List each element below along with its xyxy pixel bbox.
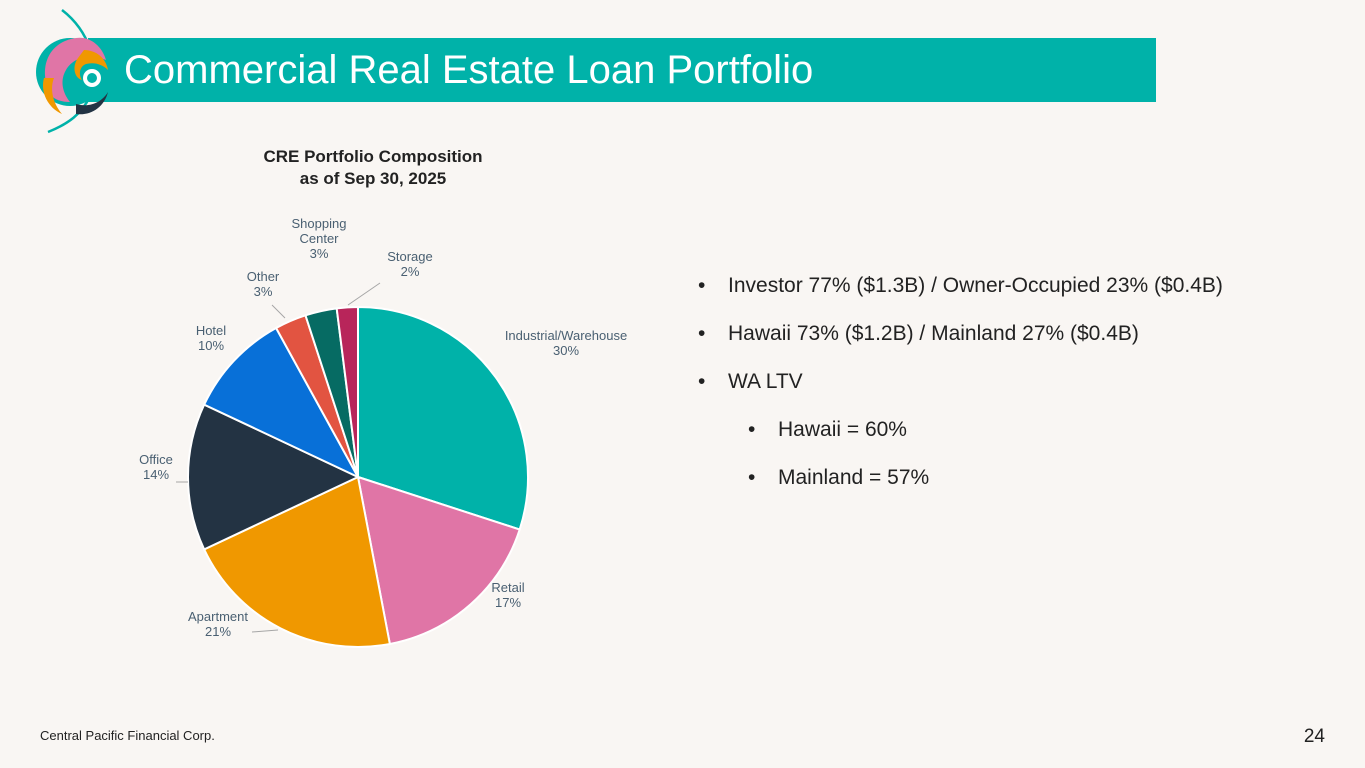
pie-data-label: Shopping Center 3% [292, 216, 347, 261]
bullet-text: Hawaii 73% ($1.2B) / Mainland 27% ($0.4B… [728, 322, 1139, 345]
bullet-item: • Hawaii 73% ($1.2B) / Mainland 27% ($0.4… [698, 320, 1139, 348]
pie-slice-apartment [202, 475, 392, 648]
pie-slice-office [187, 403, 361, 551]
central-pacific-swirl-logo-icon [36, 9, 108, 134]
bullet-dot: • [698, 274, 706, 297]
pie-data-label: Other 3% [247, 269, 280, 299]
page-title: Commercial Real Estate Loan Portfolio [124, 48, 814, 92]
pie-data-label: Industrial/Warehouse 30% [505, 328, 627, 358]
pie-data-label: Hotel 10% [196, 323, 226, 353]
pie-slice-industrial-warehouse [357, 305, 529, 531]
bullet-dot: • [698, 370, 706, 393]
pie-data-label: Office 14% [139, 452, 173, 482]
footer-company: Central Pacific Financial Corp. [40, 728, 215, 743]
pie-leader-line [347, 282, 381, 306]
pie-data-label: Apartment 21% [188, 609, 248, 639]
bullet-dot: • [748, 466, 756, 489]
bullet-dot: • [698, 322, 706, 345]
sub-bullet-item: • Hawaii = 60% [748, 416, 907, 444]
chart-title: CRE Portfolio Composition as of Sep 30, … [223, 146, 523, 190]
bullet-text: WA LTV [728, 370, 803, 393]
pie-slice-hotel [202, 326, 361, 480]
bullet-dot: • [748, 418, 756, 441]
pie-data-label: Storage 2% [387, 249, 433, 279]
page-number: 24 [1303, 726, 1325, 747]
pie-slice-retail [356, 475, 521, 646]
chart-title-line-2: as of Sep 30, 2025 [299, 169, 447, 188]
chart-title-line-1: CRE Portfolio Composition [263, 147, 483, 166]
bullet-item: • Investor 77% ($1.3B) / Owner-Occupied 2… [698, 272, 1223, 300]
bullet-text: Mainland = 57% [778, 466, 930, 489]
pie-leader-line [271, 304, 286, 319]
pie-data-label: Retail 17% [491, 580, 524, 610]
pie-leader-line [251, 629, 279, 633]
pie-slice-storage [335, 305, 359, 478]
bullet-text: Investor 77% ($1.3B) / Owner-Occupied 23… [728, 274, 1223, 297]
bullet-text: Hawaii = 60% [778, 418, 907, 441]
bullet-item: • WA LTV [698, 368, 803, 396]
sub-bullet-item: • Mainland = 57% [748, 464, 929, 492]
title-bar [88, 38, 1156, 102]
